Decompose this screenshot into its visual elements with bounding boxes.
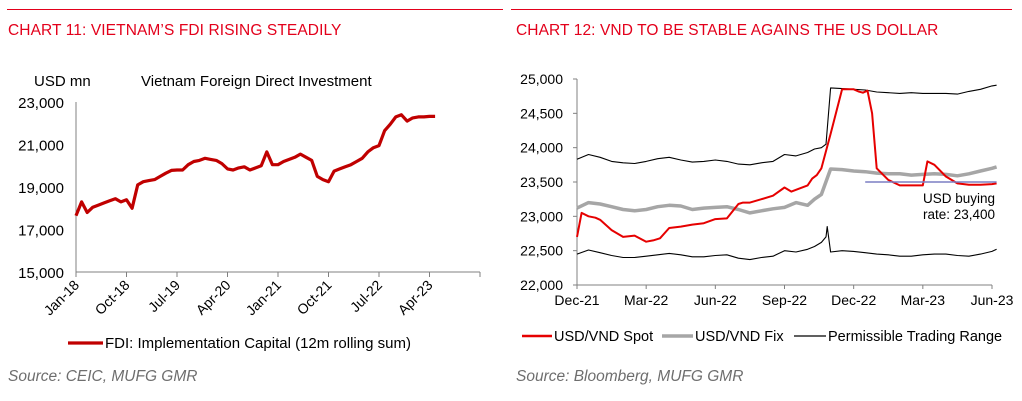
chart12-y-tick-label: 23,000 (520, 208, 563, 224)
chart12-y-tick-label: 22,000 (520, 277, 563, 293)
chart12-x-tick-label: Sep-22 (762, 292, 807, 308)
chart11-source: Source: CEIC, MUFG GMR (8, 368, 198, 385)
chart12-annotation-line1: USD buying (923, 191, 995, 206)
chart11-x-tick-label: Oct-18 (92, 277, 133, 318)
chart12-plot: 22,000 22,500 23,000 23,500 24,000 24,500 25,0… (520, 71, 1014, 345)
chart12-y-tick-label: 22,500 (520, 243, 563, 259)
chart12-top-rule (511, 9, 1012, 10)
chart11-y-tick-label: 15,000 (18, 265, 64, 282)
chart12-title: CHART 12: VND TO BE STABLE AGAINS THE US… (516, 22, 939, 39)
chart11-x-tick-label: Jul-22 (347, 277, 385, 315)
chart12-legend-label-range: Permissible Trading Range (828, 329, 1002, 345)
chart11-y-tick-label: 17,000 (18, 223, 64, 240)
chart11-subtitle: Vietnam Foreign Direct Investment (141, 73, 372, 90)
chart11-y-tick-label: 21,000 (18, 138, 64, 155)
chart12-x-tick-label: Dec-21 (554, 292, 599, 308)
chart12-source: Source: Bloomberg, MUFG GMR (516, 368, 744, 385)
chart11-title: CHART 11: VIETNAM’S FDI RISING STEADILY (8, 22, 342, 39)
chart12-y-tick-label: 24,000 (520, 140, 563, 156)
chart12-panel: CHART 12: VND TO BE STABLE AGAINS THE US… (510, 0, 1022, 401)
chart12-series-range-lower-line (576, 226, 997, 261)
chart11-series-fdi-line (74, 113, 436, 217)
chart11-y-axis-label: USD mn (34, 73, 91, 90)
chart11-x-tick-label: Jan-18 (41, 277, 83, 319)
chart11-top-rule (7, 9, 503, 10)
chart11-x-tick-label: Apr-20 (193, 277, 234, 318)
chart12-y-tick-label: 24,500 (520, 105, 563, 121)
chart12-x-tick-label: Jun-22 (694, 292, 737, 308)
chart11-y-tick-label: 23,000 (18, 95, 64, 112)
chart12-legend-label-spot: USD/VND Spot (554, 329, 653, 345)
chart12-series-range-upper-line (576, 84, 997, 166)
chart12-annotation-line2: rate: 23,400 (923, 207, 995, 222)
chart11-plot: USD mn Vietnam Foreign Direct Investment 1… (18, 73, 481, 352)
chart11-y-tick-label: 19,000 (18, 180, 64, 197)
chart12-y-tick-label: 25,000 (520, 71, 563, 87)
chart12-series-spot-line (576, 88, 997, 243)
chart11-x-tick-label: Jul-19 (145, 277, 183, 315)
chart12-x-tick-label: Mar-22 (624, 292, 669, 308)
chart12-y-tick-label: 23,500 (520, 174, 563, 190)
chart11-x-tick-label: Jan-21 (243, 277, 285, 319)
chart11-x-tick-label: Apr-23 (395, 277, 436, 318)
chart12-series-fix-line (576, 165, 998, 215)
chart11-legend-label: FDI: Implementation Capital (12m rolling… (105, 335, 411, 352)
chart12-x-tick-label: Mar-23 (901, 292, 946, 308)
chart12-x-tick-label: Dec-22 (831, 292, 876, 308)
chart11-panel: CHART 11: VIETNAM’S FDI RISING STEADILY … (0, 0, 505, 401)
chart12-legend-label-fix: USD/VND Fix (695, 329, 784, 345)
chart11-x-tick-label: Oct-21 (294, 277, 335, 318)
chart12-x-tick-label: Jun-23 (971, 292, 1014, 308)
